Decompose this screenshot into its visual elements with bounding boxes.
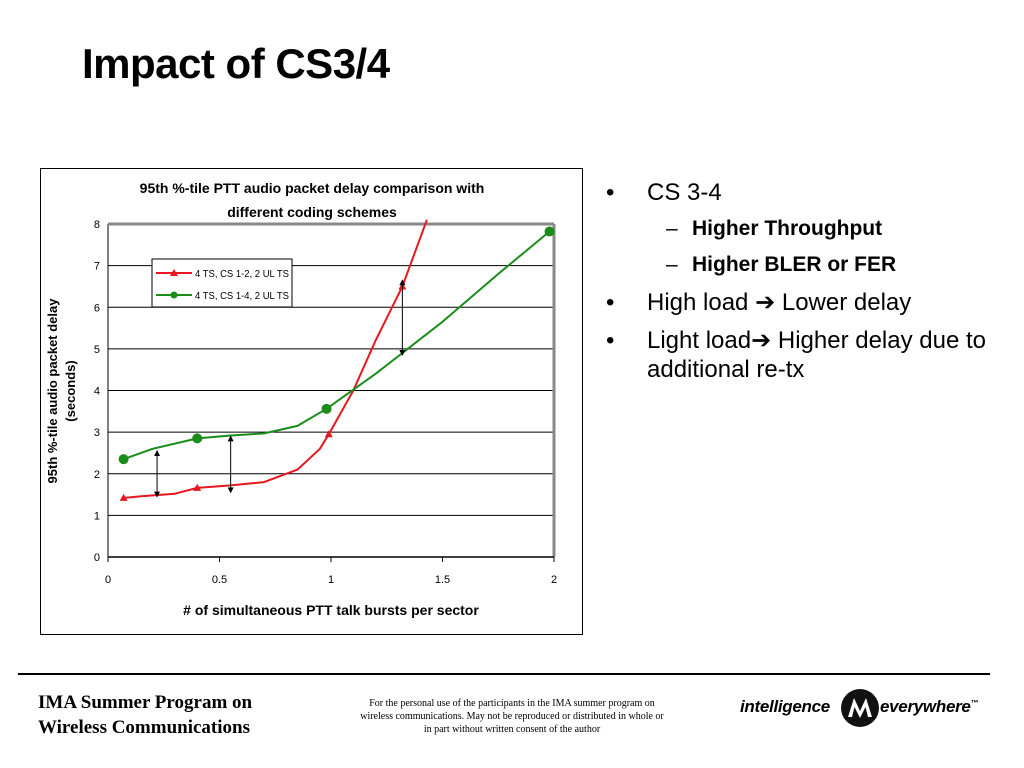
slide-title: Impact of CS3/4 — [82, 40, 390, 87]
bullet-high-load: • High load ➔ Lower delay — [604, 288, 1004, 317]
series-line-1 — [123, 219, 428, 499]
y-tick-label: 5 — [94, 344, 100, 356]
footer-notice-line-3: in part without written consent of the a… — [423, 724, 601, 735]
x-tick-label: 2 — [551, 574, 557, 586]
series-1-point — [324, 430, 333, 438]
footer-program-name: IMA Summer Program on Wireless Communica… — [38, 690, 308, 740]
sub-bullet-bler: – Higher BLER or FER — [604, 252, 1004, 278]
footer-notice-line-1: For the personal use of the participants… — [369, 698, 655, 709]
y-axis-label-line-1: 95th %-tile audio packet delay — [45, 298, 60, 484]
footer-program-line-1: IMA Summer Program on — [38, 692, 253, 713]
sub-bullet-bler-text: Higher BLER or FER — [692, 253, 897, 276]
series-1-point — [193, 483, 202, 491]
bullet-cs34-text: CS 3-4 — [647, 179, 722, 206]
bullet-light-load-post: Higher delay due to additional re-tx — [647, 327, 987, 383]
bullet-list: • CS 3-4 – Higher Throughput – Higher BL… — [604, 178, 1004, 393]
x-tick-label: 1.5 — [435, 574, 450, 586]
bullet-mark: • — [606, 179, 615, 206]
series-line-2 — [123, 230, 551, 461]
footer-program-line-2: Wireless Communications — [38, 717, 250, 738]
bullet-cs34: • CS 3-4 — [604, 178, 1004, 207]
legend-entry-2: 4 TS, CS 1-4, 2 UL TS — [195, 291, 289, 302]
legend-swatch-marker — [170, 269, 178, 276]
y-tick-label: 6 — [94, 302, 100, 314]
sub-bullet-mark: – — [666, 217, 678, 240]
series-2-point — [192, 433, 203, 444]
chart-frame: 95th %-tile PTT audio packet delay compa… — [40, 168, 583, 635]
motorola-logo-icon — [841, 689, 879, 727]
bullet-high-load-post: Lower delay — [775, 289, 912, 316]
footer-notice-line-2: wireless communications. May not be repr… — [360, 711, 664, 722]
series-2-point — [544, 226, 555, 237]
trademark-mark: ™ — [970, 698, 979, 708]
bullet-light-load: • Light load➔ Higher delay due to additi… — [604, 326, 1004, 384]
right-arrow-icon: ➔ — [751, 327, 772, 354]
footer-divider — [18, 673, 990, 675]
right-arrow-icon: ➔ — [755, 289, 776, 316]
y-axis-label-line-2: (seconds) — [63, 360, 78, 421]
bullet-mark: • — [606, 327, 615, 354]
brand-lockup: intelligence everywhere™ — [738, 688, 988, 730]
footer-copyright-notice: For the personal use of the participants… — [334, 697, 690, 736]
delay-chart: 95th %-tile PTT audio packet delay compa… — [45, 180, 557, 618]
sub-bullet-mark: – — [666, 253, 678, 276]
y-tick-label: 3 — [94, 427, 100, 439]
bullet-high-load-pre: High load — [647, 289, 756, 316]
y-tick-label: 4 — [94, 386, 100, 398]
y-tick-label: 1 — [94, 510, 100, 522]
bullet-light-load-pre: Light load — [647, 327, 752, 354]
series-1-point — [119, 493, 128, 501]
sub-bullet-throughput-text: Higher Throughput — [692, 217, 883, 240]
x-tick-label: 0 — [105, 574, 111, 586]
x-tick-label: 1 — [328, 574, 334, 586]
series-2-point — [321, 403, 332, 414]
x-tick-label: 0.5 — [212, 574, 227, 586]
chart-title-line-1: 95th %-tile PTT audio packet delay compa… — [140, 180, 485, 196]
x-axis-label: # of simultaneous PTT talk bursts per se… — [183, 602, 479, 618]
legend-entry-1: 4 TS, CS 1-2, 2 UL TS — [195, 269, 289, 280]
brand-word-right-text: everywhere — [880, 697, 971, 716]
brand-word-right: everywhere™ — [880, 697, 979, 717]
y-tick-label: 7 — [94, 261, 100, 273]
y-tick-label: 2 — [94, 469, 100, 481]
chart-title-line-2: different coding schemes — [227, 204, 397, 220]
legend-swatch-marker — [170, 291, 178, 299]
y-tick-label: 8 — [94, 219, 100, 231]
y-tick-label: 0 — [94, 552, 100, 564]
bullet-mark: • — [606, 289, 615, 316]
sub-bullet-throughput: – Higher Throughput — [604, 216, 1004, 242]
brand-word-left: intelligence — [740, 697, 830, 716]
legend-box — [151, 258, 293, 308]
series-2-point — [118, 454, 129, 465]
